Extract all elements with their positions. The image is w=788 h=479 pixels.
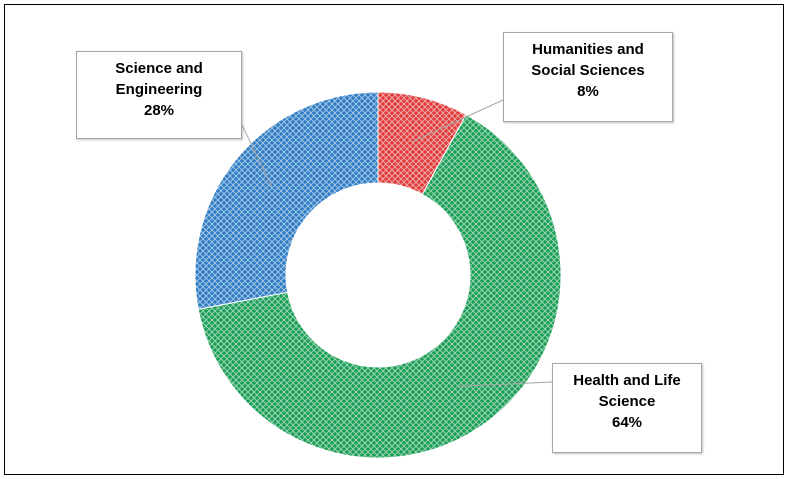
callout-label-line-2: Science <box>598 393 656 410</box>
leader-lines-group <box>241 99 553 387</box>
callout-label-line-2: Engineering <box>115 81 203 98</box>
leader-line-3 <box>241 124 273 188</box>
callout-humanities: Humanities and Social Sciences 8% <box>503 32 673 122</box>
callout-label-line-2: Social Sciences <box>531 62 645 79</box>
slices-group <box>194 91 562 459</box>
callout-value: 64% <box>611 414 643 431</box>
callout-science: Science and Engineering 28% <box>76 51 242 139</box>
leader-line-2 <box>458 381 553 387</box>
slice-2 <box>197 113 562 459</box>
slice-3 <box>194 91 379 310</box>
callout-value: 8% <box>577 83 599 100</box>
callout-label-line-1: Humanities and <box>532 41 644 58</box>
doughnut-chart <box>194 91 562 459</box>
callout-health: Health and Life Science 64% <box>552 363 702 453</box>
leader-line-1 <box>411 99 504 143</box>
callout-label-line-1: Science and <box>115 60 203 77</box>
callout-label-line-1: Health and Life <box>573 372 681 389</box>
callout-value: 28% <box>143 102 175 119</box>
chart-frame: Humanities and Social Sciences 8% Health… <box>4 4 784 475</box>
